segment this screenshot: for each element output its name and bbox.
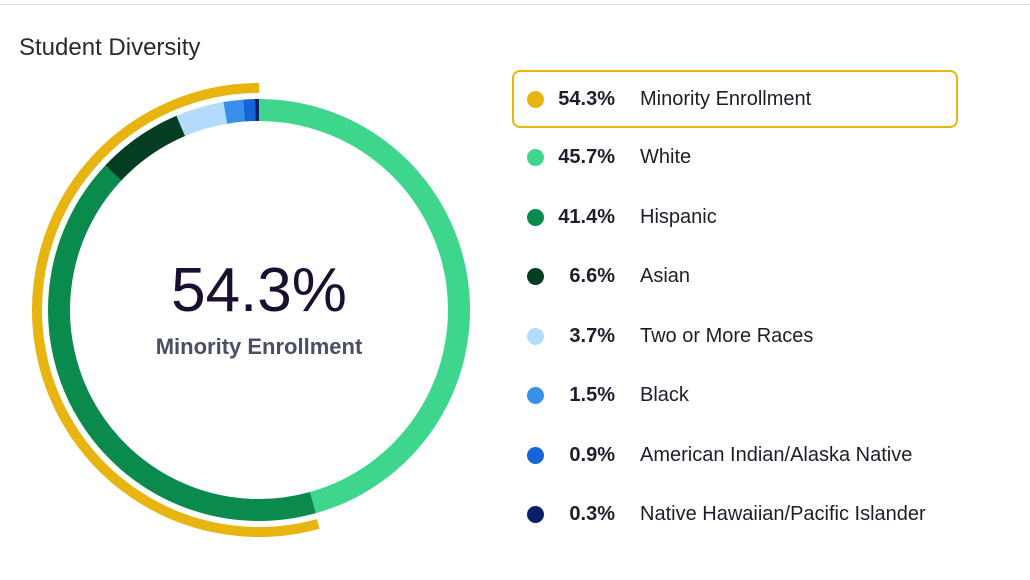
legend-label: Black [640,384,689,407]
legend-value: 1.5% [569,384,615,407]
legend-label: Hispanic [640,205,717,228]
legend-label: American Indian/Alaska Native [640,443,913,466]
donut-slice-two-or-more-races[interactable] [176,102,228,137]
legend-swatch [527,149,544,167]
legend-label: Minority Enrollment [640,87,812,110]
section-title: Student Diversity [19,34,201,61]
legend-item-american-indian-alaska-native[interactable]: 0.9% American Indian/Alaska Native [512,426,958,486]
center-value: 54.3% [171,256,347,325]
center-label: Minority Enrollment [155,334,363,359]
legend-swatch [527,506,544,524]
legend-value: 54.3% [558,87,615,110]
legend-value: 3.7% [569,324,615,347]
legend-value: 45.7% [558,146,615,169]
legend-swatch [527,208,544,226]
legend-swatch [527,268,544,286]
legend-item-minority-enrollment[interactable]: 54.3% Minority Enrollment [512,70,958,128]
legend-item-native-hawaiian-pacific-islander[interactable]: 0.3% Native Hawaiian/Pacific Islander [512,485,958,545]
legend-swatch [527,327,544,345]
legend-value: 6.6% [569,265,615,288]
legend-item-black[interactable]: 1.5% Black [512,366,958,426]
legend-label: Two or More Races [640,324,814,347]
legend-value: 0.9% [569,443,615,466]
legend: 54.3% Minority Enrollment 45.7% White 41… [512,70,958,545]
donut-slice-black[interactable] [223,99,245,124]
donut-slice-white[interactable] [258,99,470,514]
donut-slice-asian[interactable] [105,115,186,181]
legend-item-hispanic[interactable]: 41.4% Hispanic [512,188,958,248]
legend-label: Asian [640,265,691,288]
legend-label: Native Hawaiian/Pacific Islander [640,503,926,526]
legend-value: 0.3% [569,503,615,526]
donut-chart [32,83,470,537]
legend-swatch [527,446,544,464]
donut-highlight-minority-enrollment [32,83,320,537]
legend-label: White [640,146,692,169]
donut-slice-american-indian-alaska-native[interactable] [243,99,256,122]
legend-swatch [527,90,544,108]
legend-item-white[interactable]: 45.7% White [512,128,958,188]
legend-item-asian[interactable]: 6.6% Asian [512,247,958,307]
legend-value: 41.4% [558,205,615,228]
legend-swatch [527,387,544,405]
legend-item-two-or-more-races[interactable]: 3.7% Two or More Races [512,307,958,367]
donut-slice-hispanic[interactable] [48,165,316,521]
top-divider [0,4,1030,5]
